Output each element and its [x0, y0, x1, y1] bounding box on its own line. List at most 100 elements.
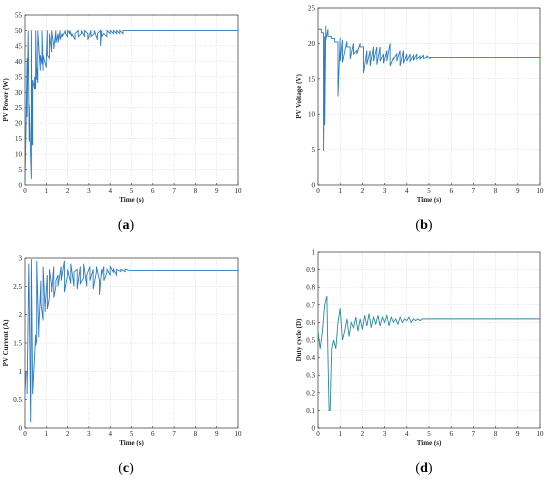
x-tick-label: 4: [405, 187, 409, 195]
x-axis-label: Time (s): [119, 196, 144, 204]
x-tick-label: 1: [45, 187, 49, 195]
x-tick-label: 5: [130, 187, 134, 195]
y-tick-label: 0.5: [306, 337, 315, 345]
y-tick-label: 30: [15, 89, 23, 97]
x-tick-label: 5: [427, 430, 431, 438]
x-tick-label: 2: [66, 430, 70, 438]
panel-label-c: (c): [118, 461, 134, 476]
panel-label-b: (b): [415, 218, 432, 233]
y-axis-label: PV Power (W): [2, 78, 10, 122]
y-tick-label: 25: [15, 104, 23, 112]
x-tick-label: 9: [215, 187, 219, 195]
y-tick-label: 45: [15, 42, 23, 50]
y-tick-label: 25: [308, 5, 316, 13]
y-tick-label: 50: [15, 27, 23, 35]
y-axis-label: PV Current (A): [2, 319, 10, 366]
x-tick-label: 8: [194, 430, 198, 438]
y-tick-label: 10: [15, 151, 23, 159]
y-tick-label: 0.7: [306, 301, 315, 309]
panel-label-d: (d): [415, 461, 432, 476]
x-tick-label: 6: [449, 430, 453, 438]
y-tick-label: 1.5: [13, 340, 22, 348]
x-tick-label: 8: [494, 430, 498, 438]
x-tick-label: 7: [472, 187, 476, 195]
x-tick-label: 2: [361, 187, 365, 195]
x-tick-label: 10: [537, 187, 545, 195]
x-tick-label: 7: [472, 430, 476, 438]
y-tick-label: 0: [312, 182, 316, 190]
x-tick-label: 0: [23, 430, 27, 438]
series-line-b: [318, 25, 540, 152]
x-tick-label: 1: [45, 430, 49, 438]
y-tick-label: 0.4: [306, 354, 315, 362]
y-tick-label: 15: [308, 75, 316, 83]
y-tick-label: 55: [15, 12, 23, 20]
x-tick-label: 2: [361, 430, 365, 438]
y-tick-label: 15: [15, 135, 23, 143]
x-tick-label: 8: [494, 187, 498, 195]
x-tick-label: 9: [516, 430, 520, 438]
y-tick-label: 0.6: [306, 319, 315, 327]
x-tick-label: 7: [172, 187, 176, 195]
x-tick-label: 6: [151, 187, 155, 195]
y-tick-label: 0: [19, 425, 23, 433]
y-tick-label: 20: [308, 40, 316, 48]
x-axis-label: Time (s): [417, 196, 442, 204]
x-tick-label: 9: [215, 430, 219, 438]
x-tick-label: 4: [108, 187, 112, 195]
x-axis-label: Time (s): [417, 439, 442, 447]
y-tick-label: 0.1: [306, 407, 315, 415]
y-tick-label: 2.5: [13, 283, 22, 291]
chart-panel-b: 0 1 2 3 4 5 6 7 8 9 10 0 5 10 15 20 25 Time (s) PV Voltage…: [295, 5, 544, 234]
x-tick-label: 1: [338, 187, 342, 195]
x-tick-label: 3: [383, 187, 387, 195]
y-tick-label: 35: [15, 73, 23, 81]
x-tick-label: 2: [66, 187, 70, 195]
x-tick-label: 0: [23, 187, 27, 195]
y-tick-label: 2: [19, 311, 23, 319]
series-line-c: [24, 259, 238, 423]
x-tick-label: 10: [235, 187, 243, 195]
y-tick-label: 0.5: [13, 396, 22, 404]
x-tick-label: 0: [316, 187, 320, 195]
panel-label-a: (a): [118, 218, 135, 233]
y-tick-label: 0.2: [306, 389, 315, 397]
y-tick-label: 0.9: [306, 266, 315, 274]
y-axis-label: Duty cycle (D): [295, 318, 303, 361]
y-tick-label: 20: [15, 120, 23, 128]
y-tick-label: 5: [312, 146, 316, 154]
x-tick-label: 5: [130, 430, 134, 438]
y-tick-label: 10: [308, 111, 316, 119]
x-tick-label: 8: [194, 187, 198, 195]
x-tick-label: 1: [338, 430, 342, 438]
x-axis-label: Time (s): [119, 439, 144, 447]
x-tick-label: 3: [383, 430, 387, 438]
x-tick-label: 3: [87, 430, 91, 438]
y-tick-label: 0.8: [306, 284, 315, 292]
y-axis-label: PV Voltage (V): [295, 74, 303, 119]
y-tick-label: 1: [19, 368, 23, 376]
y-tick-label: 3: [19, 255, 23, 263]
x-tick-label: 6: [449, 187, 453, 195]
series-line-a: [24, 29, 238, 186]
x-tick-label: 9: [516, 187, 520, 195]
x-tick-label: 7: [172, 430, 176, 438]
x-tick-label: 5: [427, 187, 431, 195]
x-tick-label: 10: [235, 430, 243, 438]
y-tick-label: 0: [312, 425, 316, 433]
x-tick-label: 6: [151, 430, 155, 438]
chart-panel-c: 0 1 2 3 4 5 6 7 8 9 10 0 0.5 1 1.5 2 2.5 3 Time (s) PV Curr…: [2, 255, 242, 477]
y-tick-label: 5: [19, 166, 23, 174]
y-tick-label: 0: [19, 182, 23, 190]
series-line-d: [317, 295, 540, 411]
x-tick-label: 3: [87, 187, 91, 195]
x-tick-label: 4: [108, 430, 112, 438]
x-tick-label: 0: [316, 430, 320, 438]
y-tick-label: 0.3: [306, 372, 315, 380]
y-tick-label: 40: [15, 58, 23, 66]
x-tick-label: 10: [537, 430, 545, 438]
chart-panel-d: 0 1 2 3 4 5 6 7 8 9 10 0 0.1 0.2 0.3 0.4 0.5 0.6 0.7 0.8 0.9…: [295, 249, 544, 477]
x-tick-label: 4: [405, 430, 409, 438]
